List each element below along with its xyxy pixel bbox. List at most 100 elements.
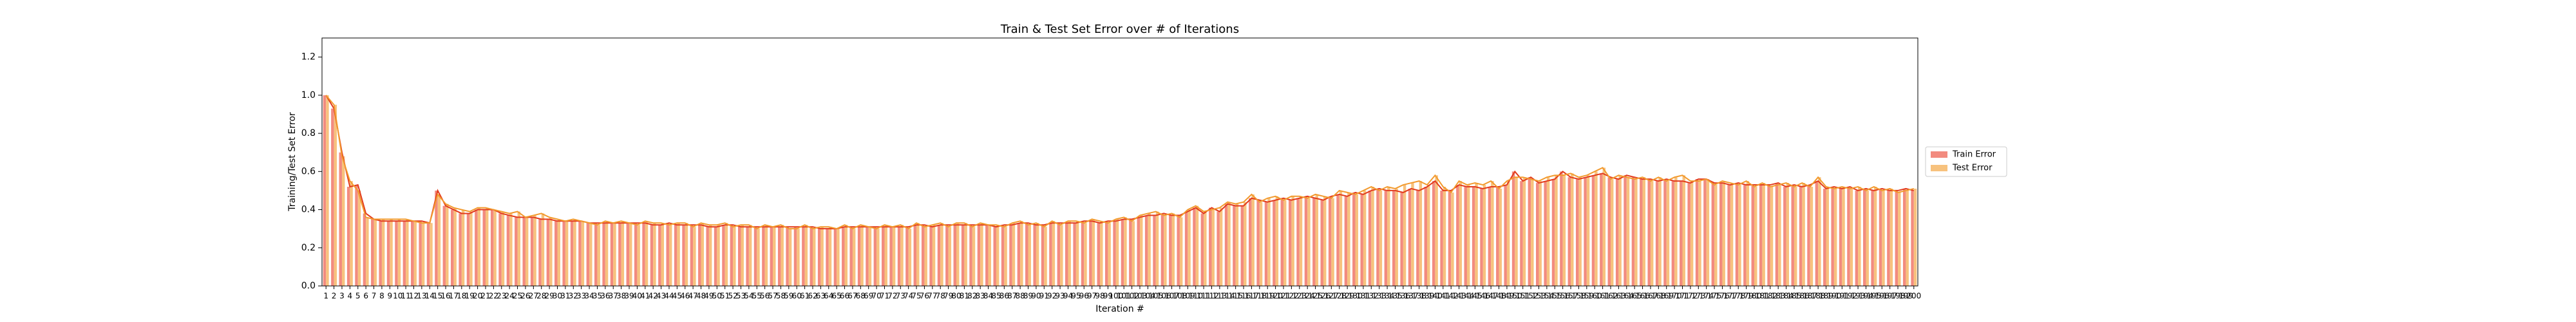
bar — [1036, 223, 1039, 286]
bar — [1360, 194, 1363, 286]
x-tick-label: 57 — [768, 292, 777, 301]
bar — [634, 223, 638, 286]
bar — [844, 225, 848, 286]
bar — [1496, 187, 1499, 286]
x-tick-label: 111 — [1197, 292, 1211, 301]
bar — [581, 221, 585, 286]
bar — [562, 221, 565, 286]
y-tick-label: 0.0 — [301, 281, 316, 291]
bar — [1195, 205, 1199, 286]
x-tick-label: 34 — [584, 292, 594, 301]
bar — [1858, 187, 1861, 286]
x-tick-label: 72 — [887, 292, 897, 301]
x-tick-label: 181 — [1755, 292, 1770, 301]
bar — [666, 223, 669, 286]
x-tick-label: 107 — [1164, 292, 1179, 301]
bar — [1600, 173, 1603, 286]
legend-swatch — [1931, 151, 1947, 158]
bar — [1312, 198, 1316, 286]
bar — [1395, 188, 1398, 286]
bar — [1714, 185, 1718, 286]
bar — [1783, 187, 1786, 286]
x-tick-label: 51 — [720, 292, 730, 301]
bar — [395, 221, 398, 286]
x-tick-label: 144 — [1460, 292, 1475, 301]
bar — [411, 221, 414, 286]
bar — [873, 227, 877, 286]
x-tick-label: 125 — [1308, 292, 1323, 301]
bar — [802, 227, 805, 286]
x-tick-label: 37 — [609, 292, 618, 301]
x-tick-label: 182 — [1763, 292, 1777, 301]
bar — [828, 227, 832, 286]
bar — [1873, 187, 1877, 286]
x-tick-label: 95 — [1071, 292, 1081, 301]
bar — [1089, 221, 1092, 286]
bar — [586, 223, 590, 286]
bar — [331, 108, 334, 287]
x-tick-label: 46 — [680, 292, 690, 301]
bar — [1155, 211, 1159, 286]
x-tick-label: 188 — [1811, 292, 1826, 301]
x-tick-label: 198 — [1891, 292, 1906, 301]
x-tick-label: 5 — [355, 292, 361, 301]
bar — [1855, 190, 1859, 286]
bar — [1906, 190, 1909, 286]
bar — [1251, 194, 1255, 286]
bar — [1506, 181, 1510, 286]
bar — [1562, 175, 1566, 286]
bar — [1898, 192, 1901, 286]
bar — [852, 229, 856, 286]
bar — [1068, 221, 1071, 286]
bar — [517, 211, 521, 286]
x-tick-label: 69 — [864, 292, 873, 301]
x-tick-label: 56 — [760, 292, 770, 301]
bar — [1555, 175, 1558, 286]
y-tick-label: 0.2 — [301, 243, 316, 253]
x-tick-label: 170 — [1667, 292, 1682, 301]
x-tick-label: 189 — [1819, 292, 1833, 301]
bar — [1842, 187, 1845, 286]
bar — [565, 221, 569, 286]
bar — [371, 219, 374, 286]
bar — [1139, 215, 1143, 286]
bar — [1304, 196, 1308, 286]
bar — [1448, 190, 1452, 286]
x-tick-label: 35 — [592, 292, 602, 301]
bar — [1511, 171, 1515, 286]
bar — [977, 225, 981, 286]
bar — [450, 209, 454, 286]
bar — [379, 221, 382, 286]
bar — [419, 221, 422, 286]
x-tick-label: 73 — [896, 292, 905, 301]
bar — [1456, 185, 1459, 286]
bar — [1663, 179, 1667, 286]
bar — [1209, 207, 1212, 286]
bar — [642, 223, 645, 286]
x-tick-label: 32 — [569, 292, 578, 301]
y-tick-label: 0.6 — [301, 166, 316, 176]
x-tick-label: 91 — [1039, 292, 1049, 301]
y-tick-label: 1.2 — [301, 52, 316, 62]
bar — [924, 227, 927, 286]
bar — [1815, 181, 1819, 286]
bar — [1911, 190, 1914, 286]
bar — [1695, 179, 1699, 286]
bar — [386, 221, 390, 286]
x-tick-label: 132 — [1364, 292, 1379, 301]
bar — [788, 229, 792, 286]
bar — [323, 95, 327, 286]
bar — [1052, 221, 1056, 286]
bar — [741, 225, 744, 286]
bar — [1626, 177, 1630, 286]
x-tick-label: 136 — [1396, 292, 1410, 301]
bar — [626, 223, 630, 286]
bar — [426, 223, 430, 286]
bar — [674, 225, 677, 286]
x-tick-label: 186 — [1795, 292, 1810, 301]
bar — [570, 221, 574, 286]
bar — [668, 225, 672, 286]
bar — [1658, 177, 1662, 286]
x-tick-label: 157 — [1564, 292, 1578, 301]
x-tick-label: 92 — [1047, 292, 1057, 301]
